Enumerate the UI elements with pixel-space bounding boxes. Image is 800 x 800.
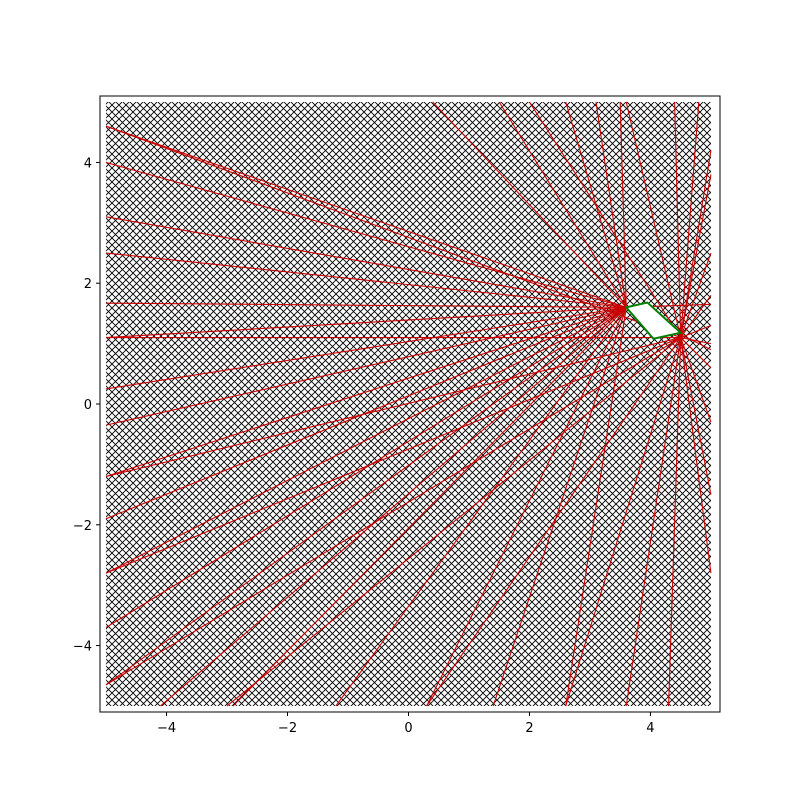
ray-line — [498, 101, 627, 308]
y-tick-label: 2 — [84, 277, 92, 292]
ray-line — [680, 337, 712, 495]
y-tick-label: 0 — [84, 398, 92, 413]
hatched-mesh — [106, 102, 711, 706]
ray-line — [106, 302, 627, 308]
ray-line — [565, 337, 682, 707]
ray-line — [105, 252, 627, 308]
x-tick-label: 4 — [646, 721, 654, 736]
ray-line — [105, 306, 627, 686]
ray-line — [565, 307, 627, 707]
ray-line — [680, 337, 712, 574]
ray-line — [680, 174, 712, 338]
ray-line — [668, 337, 682, 706]
ray-line — [680, 324, 712, 339]
ray-line — [105, 306, 627, 390]
ray-line — [105, 337, 681, 478]
y-tick-label: −4 — [73, 640, 92, 655]
x-tick-label: 2 — [525, 721, 533, 736]
x-tick-label: −2 — [278, 721, 297, 736]
ray-line — [625, 337, 682, 707]
y-tick-label: −2 — [73, 519, 92, 534]
ray-line — [680, 337, 712, 423]
ray-line — [105, 337, 681, 574]
ray-line — [625, 101, 682, 338]
ray-line — [232, 306, 627, 707]
ray-line — [106, 306, 627, 339]
ray-line — [105, 161, 627, 308]
ray-line — [680, 252, 712, 338]
ray-line — [105, 337, 681, 686]
x-tick-label: 0 — [404, 721, 412, 736]
ray-line — [680, 337, 712, 345]
ray-line — [105, 306, 627, 426]
ray-line — [160, 306, 627, 707]
ray-line — [680, 294, 712, 338]
ray-line — [105, 125, 681, 339]
x-tick-label: −4 — [157, 721, 176, 736]
ray-line — [226, 337, 682, 707]
ray-line — [595, 101, 627, 308]
ray-line — [105, 306, 627, 628]
ray-line — [619, 102, 627, 308]
ray-line — [680, 337, 712, 369]
ray-line — [492, 307, 627, 707]
ray-line — [105, 125, 627, 308]
ray-line — [432, 101, 627, 308]
ray-line — [680, 150, 712, 338]
ray-line — [426, 337, 682, 707]
ray-line — [674, 102, 682, 338]
ray-line — [105, 216, 627, 308]
obstacle-polygon — [624, 301, 683, 340]
ray-line — [105, 306, 627, 574]
ray-line — [105, 306, 627, 477]
ray-line — [529, 101, 682, 338]
ray-line — [335, 307, 627, 707]
y-tick-label: 4 — [84, 156, 92, 171]
ray-line — [680, 101, 700, 338]
